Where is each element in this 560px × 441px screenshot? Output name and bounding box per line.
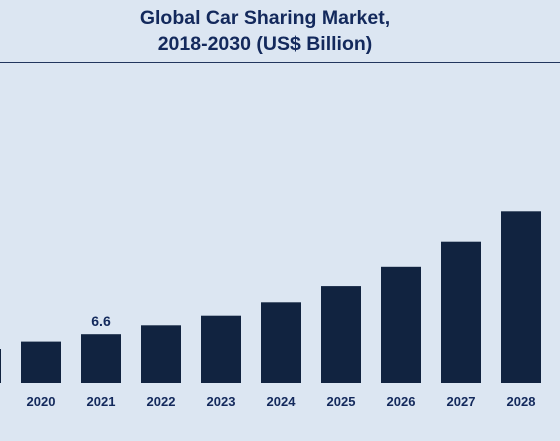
bar-2028 bbox=[501, 211, 541, 383]
x-tick-label-2023: 2023 bbox=[207, 394, 236, 409]
chart-title-line-2: 2018-2030 (US$ Billion) bbox=[157, 33, 373, 55]
bar-2025 bbox=[321, 286, 361, 383]
bar-2026 bbox=[381, 266, 421, 383]
x-tick-label-2024: 2024 bbox=[267, 394, 297, 409]
bar-2023 bbox=[201, 315, 241, 383]
bar-2019 bbox=[0, 349, 1, 383]
data-label-2021: 6.6 bbox=[91, 313, 111, 329]
x-tick-label-2027: 2027 bbox=[447, 394, 476, 409]
bar-2024 bbox=[261, 302, 301, 383]
x-tick-label-2026: 2026 bbox=[387, 394, 416, 409]
x-tick-label-2028: 2028 bbox=[507, 394, 536, 409]
bar-2021 bbox=[81, 334, 121, 383]
chart-title: Global Car Sharing Market, 2018-2030 (US… bbox=[0, 5, 530, 57]
x-tick-label-2021: 2021 bbox=[87, 394, 116, 409]
bar-2022 bbox=[141, 325, 181, 383]
x-tick-label-2025: 2025 bbox=[327, 394, 356, 409]
bar-2020 bbox=[21, 341, 61, 383]
chart-title-line-1: Global Car Sharing Market, bbox=[139, 7, 391, 29]
x-tick-label-2022: 2022 bbox=[147, 394, 176, 409]
title-divider bbox=[0, 62, 560, 63]
x-tick-label-2020: 2020 bbox=[27, 394, 56, 409]
bar-2027 bbox=[441, 241, 481, 383]
